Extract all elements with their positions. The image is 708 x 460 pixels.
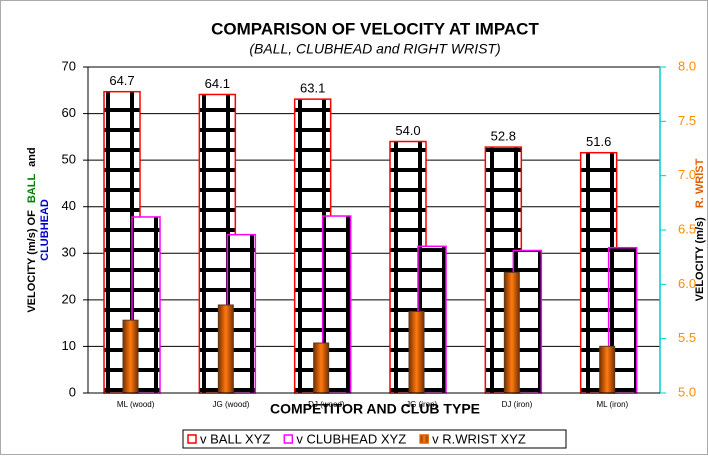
y2-tick-label: 7.5 (678, 113, 696, 128)
y2-tick-label: 6.5 (678, 221, 696, 236)
y2-axis-label: VELOCITY (m/s) R. WRIST (694, 158, 706, 301)
y-label-part: BALL (26, 174, 38, 204)
y2-tick-label: 6.0 (678, 276, 696, 291)
legend-box (182, 429, 567, 449)
y-tick-label: 60 (62, 105, 76, 120)
bar (122, 319, 139, 394)
data-label: 63.1 (300, 81, 325, 96)
y-label-part: VELOCITY (m/s) OF (26, 210, 38, 313)
legend-label: v CLUBHEAD XYZ (296, 431, 406, 446)
y-tick-label: 70 (62, 58, 76, 73)
data-label: 64.7 (109, 73, 134, 88)
data-label: 52.8 (491, 129, 516, 144)
data-label: 54.0 (395, 123, 420, 138)
bar (217, 304, 234, 394)
y-tick-label: 0 (69, 384, 76, 399)
x-tick-label: DJ (iron) (502, 400, 533, 409)
bar (599, 345, 616, 394)
x-tick-label: DJ (wood) (308, 400, 345, 409)
y-tick-label: 40 (62, 198, 76, 213)
y-tick-label: 50 (62, 152, 76, 167)
y2-tick-label: 7.0 (678, 167, 696, 182)
bar (503, 271, 520, 394)
x-tick-label: ML (iron) (596, 400, 628, 409)
y-label-part: and (26, 147, 38, 167)
y-axis-label: VELOCITY (m/s) OF BALL and (26, 147, 38, 312)
legend-swatch (283, 434, 294, 444)
y2-label-part: R. WRIST (694, 158, 706, 208)
data-label: 51.6 (586, 134, 611, 149)
bar (313, 342, 330, 394)
y-tick-label: 30 (62, 245, 76, 260)
y2-tick-label: 5.0 (678, 384, 696, 399)
y-tick-label: 20 (62, 291, 76, 306)
x-tick-label: JG (wood) (213, 400, 250, 409)
y2-tick-label: 8.0 (678, 58, 696, 73)
legend-label: v R.WRIST XYZ (432, 431, 526, 446)
data-label: 64.1 (205, 76, 230, 91)
y2-label-part: VELOCITY (m/s) (694, 217, 706, 301)
x-tick-label: ML (wood) (117, 400, 155, 409)
x-axis-label: COMPETITOR AND CLUB TYPE (270, 401, 480, 417)
y-tick-label: 10 (62, 338, 76, 353)
x-tick-label: JG (iron) (406, 400, 437, 409)
chart-title: COMPARISON OF VELOCITY AT IMPACT (211, 19, 539, 38)
bar (408, 311, 425, 394)
chart-subtitle: (BALL, CLUBHEAD and RIGHT WRIST) (249, 41, 500, 57)
legend-label: v BALL XYZ (200, 431, 270, 446)
legend-swatch (419, 434, 429, 444)
legend-swatch (187, 434, 197, 444)
y2-tick-label: 5.5 (678, 330, 696, 345)
y-axis-label-line2: CLUBHEAD (39, 199, 51, 261)
